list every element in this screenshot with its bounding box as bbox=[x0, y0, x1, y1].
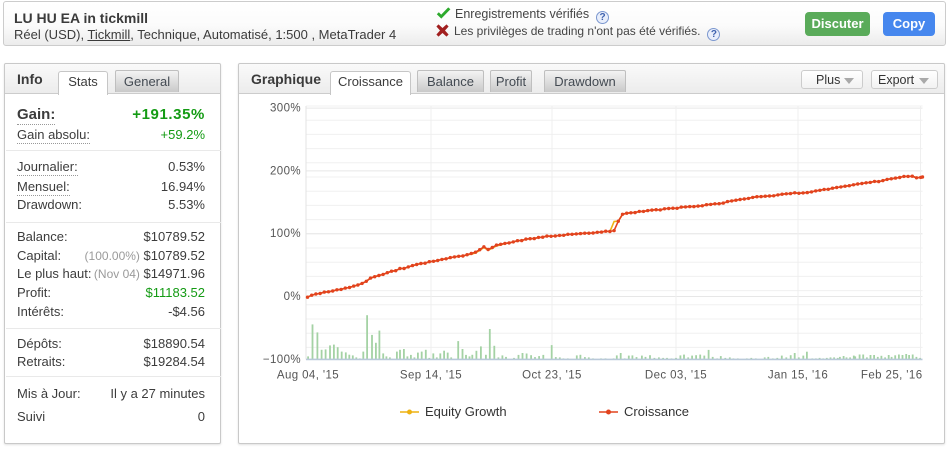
svg-text:Dec 03, '15: Dec 03, '15 bbox=[645, 370, 707, 382]
svg-text:Feb 25, '16: Feb 25, '16 bbox=[861, 370, 923, 382]
svg-text:200%: 200% bbox=[270, 165, 301, 177]
svg-text:100%: 100% bbox=[270, 228, 301, 240]
svg-text:Croissance: Croissance bbox=[624, 404, 689, 419]
svg-text:0%: 0% bbox=[284, 291, 301, 303]
svg-text:Equity Growth: Equity Growth bbox=[425, 404, 507, 419]
svg-text:300%: 300% bbox=[270, 103, 301, 115]
svg-text:Aug 04, '15: Aug 04, '15 bbox=[277, 370, 339, 382]
svg-text:Sep 14, '15: Sep 14, '15 bbox=[400, 370, 462, 382]
svg-text:Jan 15, '16: Jan 15, '16 bbox=[768, 370, 828, 382]
svg-text:Oct 23, '15: Oct 23, '15 bbox=[522, 370, 582, 382]
svg-text:−100%: −100% bbox=[263, 354, 301, 366]
